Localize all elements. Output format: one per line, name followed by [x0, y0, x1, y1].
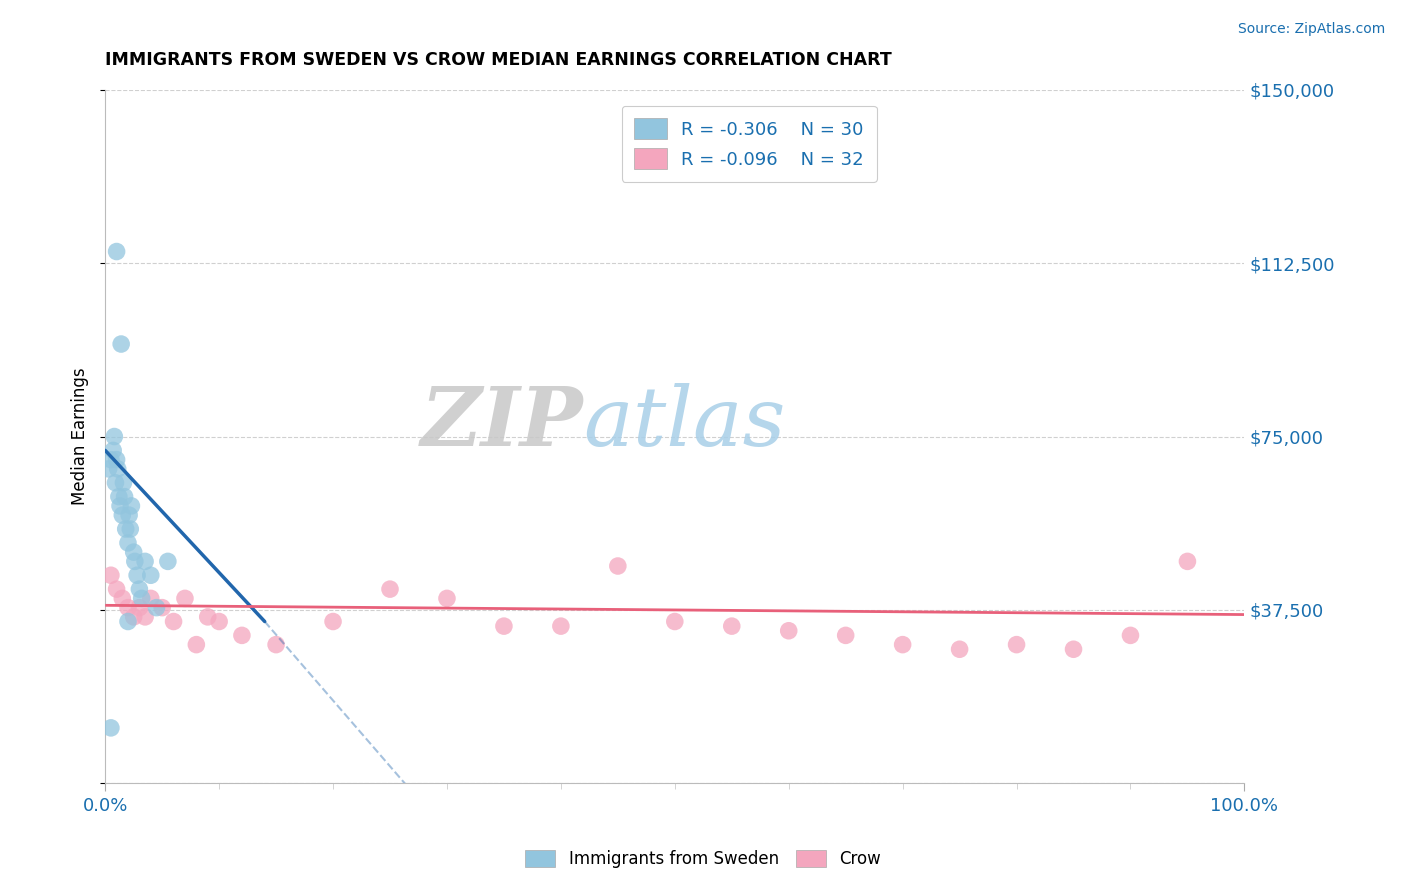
Point	[606, 559, 628, 574]
Point	[378, 582, 401, 596]
Point	[114, 522, 136, 536]
Point	[778, 624, 800, 638]
Point	[108, 499, 131, 513]
Text: ZIP: ZIP	[420, 383, 583, 463]
Point	[197, 610, 219, 624]
Point	[139, 591, 162, 606]
Point	[103, 429, 125, 443]
Point	[174, 591, 197, 606]
Point	[1063, 642, 1085, 657]
Point	[111, 508, 134, 523]
Point	[720, 619, 742, 633]
Legend: R = -0.306    N = 30, R = -0.096    N = 32: R = -0.306 N = 30, R = -0.096 N = 32	[621, 105, 876, 182]
Point	[122, 610, 145, 624]
Point	[105, 452, 128, 467]
Point	[127, 568, 149, 582]
Point	[124, 554, 146, 568]
Point	[949, 642, 972, 657]
Point	[105, 244, 128, 259]
Point	[100, 721, 122, 735]
Point	[231, 628, 253, 642]
Point	[891, 638, 914, 652]
Point	[97, 462, 120, 476]
Point	[128, 600, 150, 615]
Point	[150, 600, 173, 615]
Point	[550, 619, 572, 633]
Text: IMMIGRANTS FROM SWEDEN VS CROW MEDIAN EARNINGS CORRELATION CHART: IMMIGRANTS FROM SWEDEN VS CROW MEDIAN EA…	[105, 51, 891, 69]
Point	[111, 591, 134, 606]
Point	[114, 490, 136, 504]
Point	[162, 615, 184, 629]
Point	[1119, 628, 1142, 642]
Text: atlas: atlas	[583, 383, 786, 463]
Point	[436, 591, 458, 606]
Point	[108, 490, 131, 504]
Point	[107, 462, 129, 476]
Point	[112, 475, 135, 490]
Point	[264, 638, 287, 652]
Point	[208, 615, 231, 629]
Point	[120, 522, 142, 536]
Legend: Immigrants from Sweden, Crow: Immigrants from Sweden, Crow	[519, 843, 887, 875]
Point	[664, 615, 686, 629]
Point	[100, 452, 122, 467]
Point	[322, 615, 344, 629]
Y-axis label: Median Earnings: Median Earnings	[72, 368, 89, 506]
Point	[131, 591, 153, 606]
Point	[103, 443, 125, 458]
Point	[117, 600, 139, 615]
Point	[139, 568, 162, 582]
Point	[1177, 554, 1199, 568]
Point	[118, 508, 141, 523]
Point	[110, 337, 132, 351]
Point	[122, 545, 145, 559]
Point	[134, 554, 156, 568]
Text: Source: ZipAtlas.com: Source: ZipAtlas.com	[1237, 22, 1385, 37]
Point	[134, 610, 156, 624]
Point	[105, 582, 128, 596]
Point	[186, 638, 208, 652]
Point	[156, 554, 179, 568]
Point	[145, 600, 167, 615]
Point	[120, 499, 142, 513]
Point	[117, 536, 139, 550]
Point	[100, 568, 122, 582]
Point	[1005, 638, 1028, 652]
Point	[128, 582, 150, 596]
Point	[104, 475, 127, 490]
Point	[117, 615, 139, 629]
Point	[834, 628, 856, 642]
Point	[492, 619, 515, 633]
